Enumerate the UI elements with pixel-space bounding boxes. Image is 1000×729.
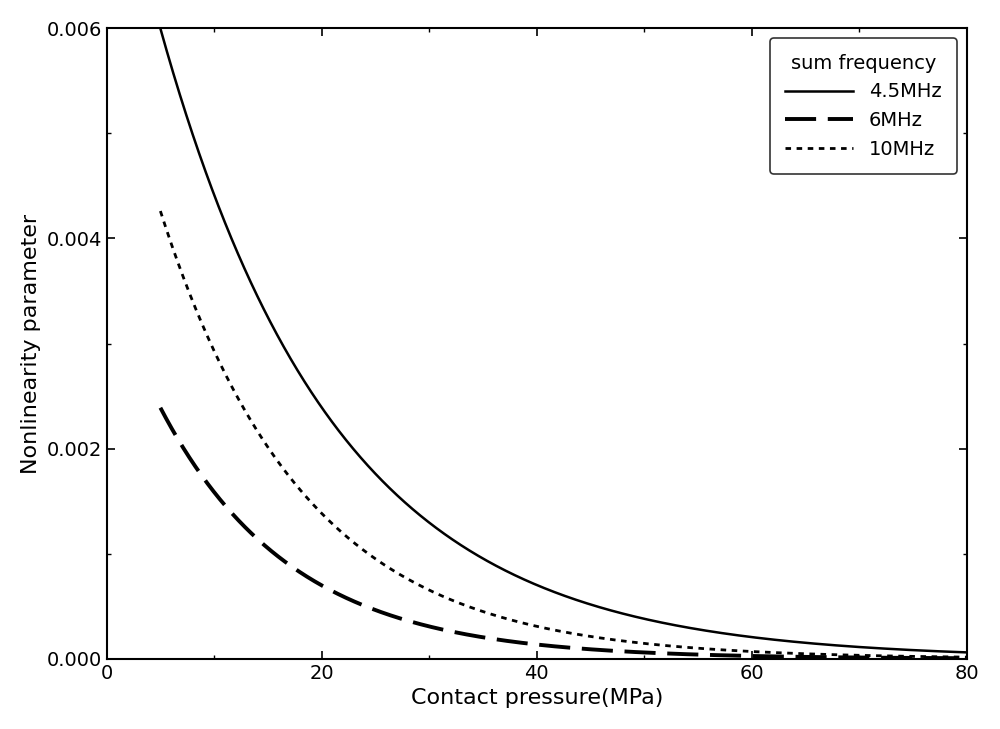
10MHz (961, 652, 973, 661)
10MHz (154, 206, 166, 215)
6MHz (525, 639, 537, 648)
4.5MHz (547, 587, 559, 596)
10MHz (196, 319, 208, 327)
10MHz (789, 649, 801, 658)
6MHz (789, 652, 801, 661)
Legend: 4.5MHz, 6MHz, 10MHz: 4.5MHz, 6MHz, 10MHz (770, 38, 957, 174)
10MHz (547, 625, 559, 634)
4.5MHz (789, 637, 801, 646)
Line: 4.5MHz: 4.5MHz (160, 28, 967, 652)
6MHz (547, 642, 559, 650)
6MHz (937, 654, 949, 663)
6MHz (937, 654, 949, 663)
6MHz (196, 471, 208, 480)
4.5MHz (525, 578, 537, 587)
6MHz (154, 403, 166, 412)
4.5MHz (961, 648, 973, 657)
Line: 10MHz: 10MHz (160, 211, 967, 657)
Line: 6MHz: 6MHz (160, 408, 967, 658)
10MHz (937, 652, 949, 661)
Y-axis label: Nonlinearity parameter: Nonlinearity parameter (21, 214, 41, 474)
10MHz (937, 652, 949, 661)
4.5MHz (154, 24, 166, 33)
6MHz (961, 654, 973, 663)
10MHz (525, 620, 537, 629)
X-axis label: Contact pressure(MPa): Contact pressure(MPa) (411, 688, 663, 708)
4.5MHz (937, 647, 949, 656)
4.5MHz (196, 156, 208, 165)
4.5MHz (937, 647, 949, 656)
